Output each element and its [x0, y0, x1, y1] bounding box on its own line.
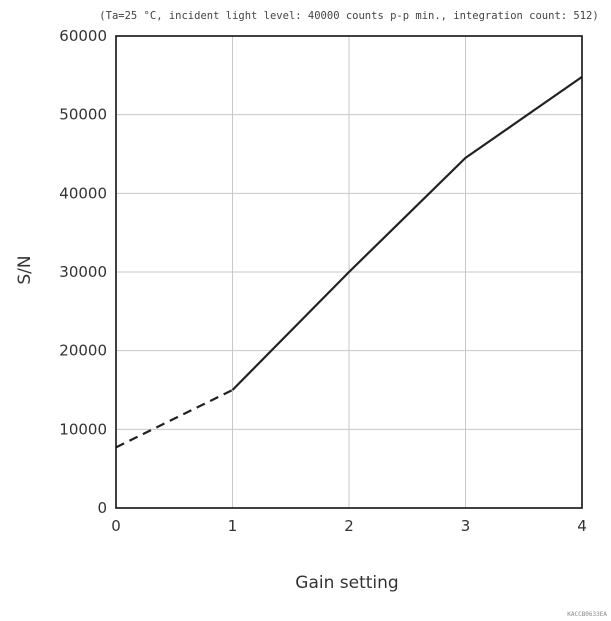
- x-tick-label: 3: [461, 517, 471, 535]
- x-tick-label: 1: [228, 517, 238, 535]
- y-tick-labels: 0 10000 20000 30000 40000 50000 60000: [59, 27, 107, 517]
- y-tick-label: 0: [97, 499, 107, 517]
- x-tick-label: 4: [577, 517, 587, 535]
- plot-frame: [115, 35, 583, 509]
- y-axis-title: S/N: [15, 255, 35, 284]
- x-tick-label: 0: [111, 517, 121, 535]
- y-tick-label: 30000: [59, 263, 107, 281]
- series-lines: [115, 75, 583, 449]
- chart-subtitle: (Ta=25 °C, incident light level: 40000 c…: [99, 10, 598, 22]
- figure-code: KACCB0633EA: [567, 611, 607, 618]
- x-tick-labels: 0 1 2 3 4: [111, 517, 587, 535]
- x-axis-title: Gain setting: [295, 573, 398, 593]
- x-tick-label: 2: [344, 517, 354, 535]
- series-line-dashed: [115, 389, 233, 449]
- y-tick-label: 20000: [59, 342, 107, 360]
- y-tick-label: 40000: [59, 184, 107, 202]
- series-line-solid: [231, 75, 583, 391]
- y-tick-label: 50000: [59, 106, 107, 124]
- y-tick-label: 60000: [59, 27, 107, 45]
- y-tick-label: 10000: [59, 420, 107, 438]
